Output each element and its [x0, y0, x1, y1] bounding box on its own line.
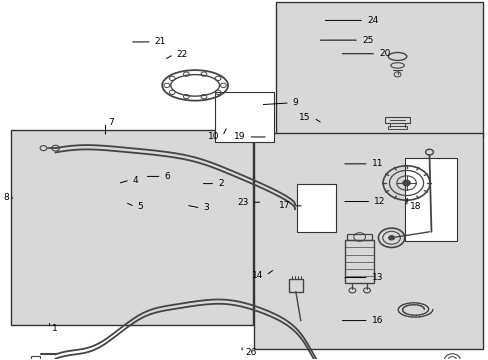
Text: 24: 24 — [366, 16, 377, 25]
Text: 1: 1 — [52, 324, 58, 333]
Text: 9: 9 — [292, 98, 298, 107]
Bar — [297, 184, 335, 232]
Text: 21: 21 — [155, 37, 166, 46]
Bar — [276, 3, 483, 137]
Text: 15: 15 — [299, 113, 310, 122]
Text: 18: 18 — [409, 202, 421, 211]
Text: 7: 7 — [108, 118, 114, 127]
Bar — [254, 134, 483, 348]
Text: 16: 16 — [371, 316, 383, 325]
Text: 22: 22 — [176, 50, 187, 59]
Circle shape — [402, 180, 409, 186]
Text: 8: 8 — [3, 193, 9, 202]
Bar — [405, 158, 456, 241]
Text: 20: 20 — [378, 49, 389, 58]
Bar — [11, 130, 252, 325]
Bar — [385, 117, 409, 123]
Text: 3: 3 — [203, 203, 209, 212]
Text: 23: 23 — [237, 198, 248, 207]
Bar — [288, 279, 303, 292]
Bar — [215, 92, 273, 142]
Text: 17: 17 — [278, 201, 290, 210]
Text: 19: 19 — [233, 132, 245, 141]
Text: 2: 2 — [218, 179, 224, 188]
Circle shape — [388, 236, 394, 240]
Bar — [387, 126, 407, 129]
Text: 5: 5 — [138, 202, 143, 211]
Text: 12: 12 — [373, 197, 385, 206]
Text: 14: 14 — [251, 271, 263, 280]
Bar — [347, 234, 371, 240]
Text: 25: 25 — [361, 36, 373, 45]
Text: 10: 10 — [208, 132, 219, 141]
Text: 11: 11 — [371, 159, 383, 168]
Text: 26: 26 — [244, 348, 256, 357]
Text: 13: 13 — [371, 273, 383, 282]
Bar — [345, 240, 373, 283]
Bar — [31, 356, 41, 360]
Text: 4: 4 — [133, 176, 138, 185]
Text: 6: 6 — [164, 172, 170, 181]
